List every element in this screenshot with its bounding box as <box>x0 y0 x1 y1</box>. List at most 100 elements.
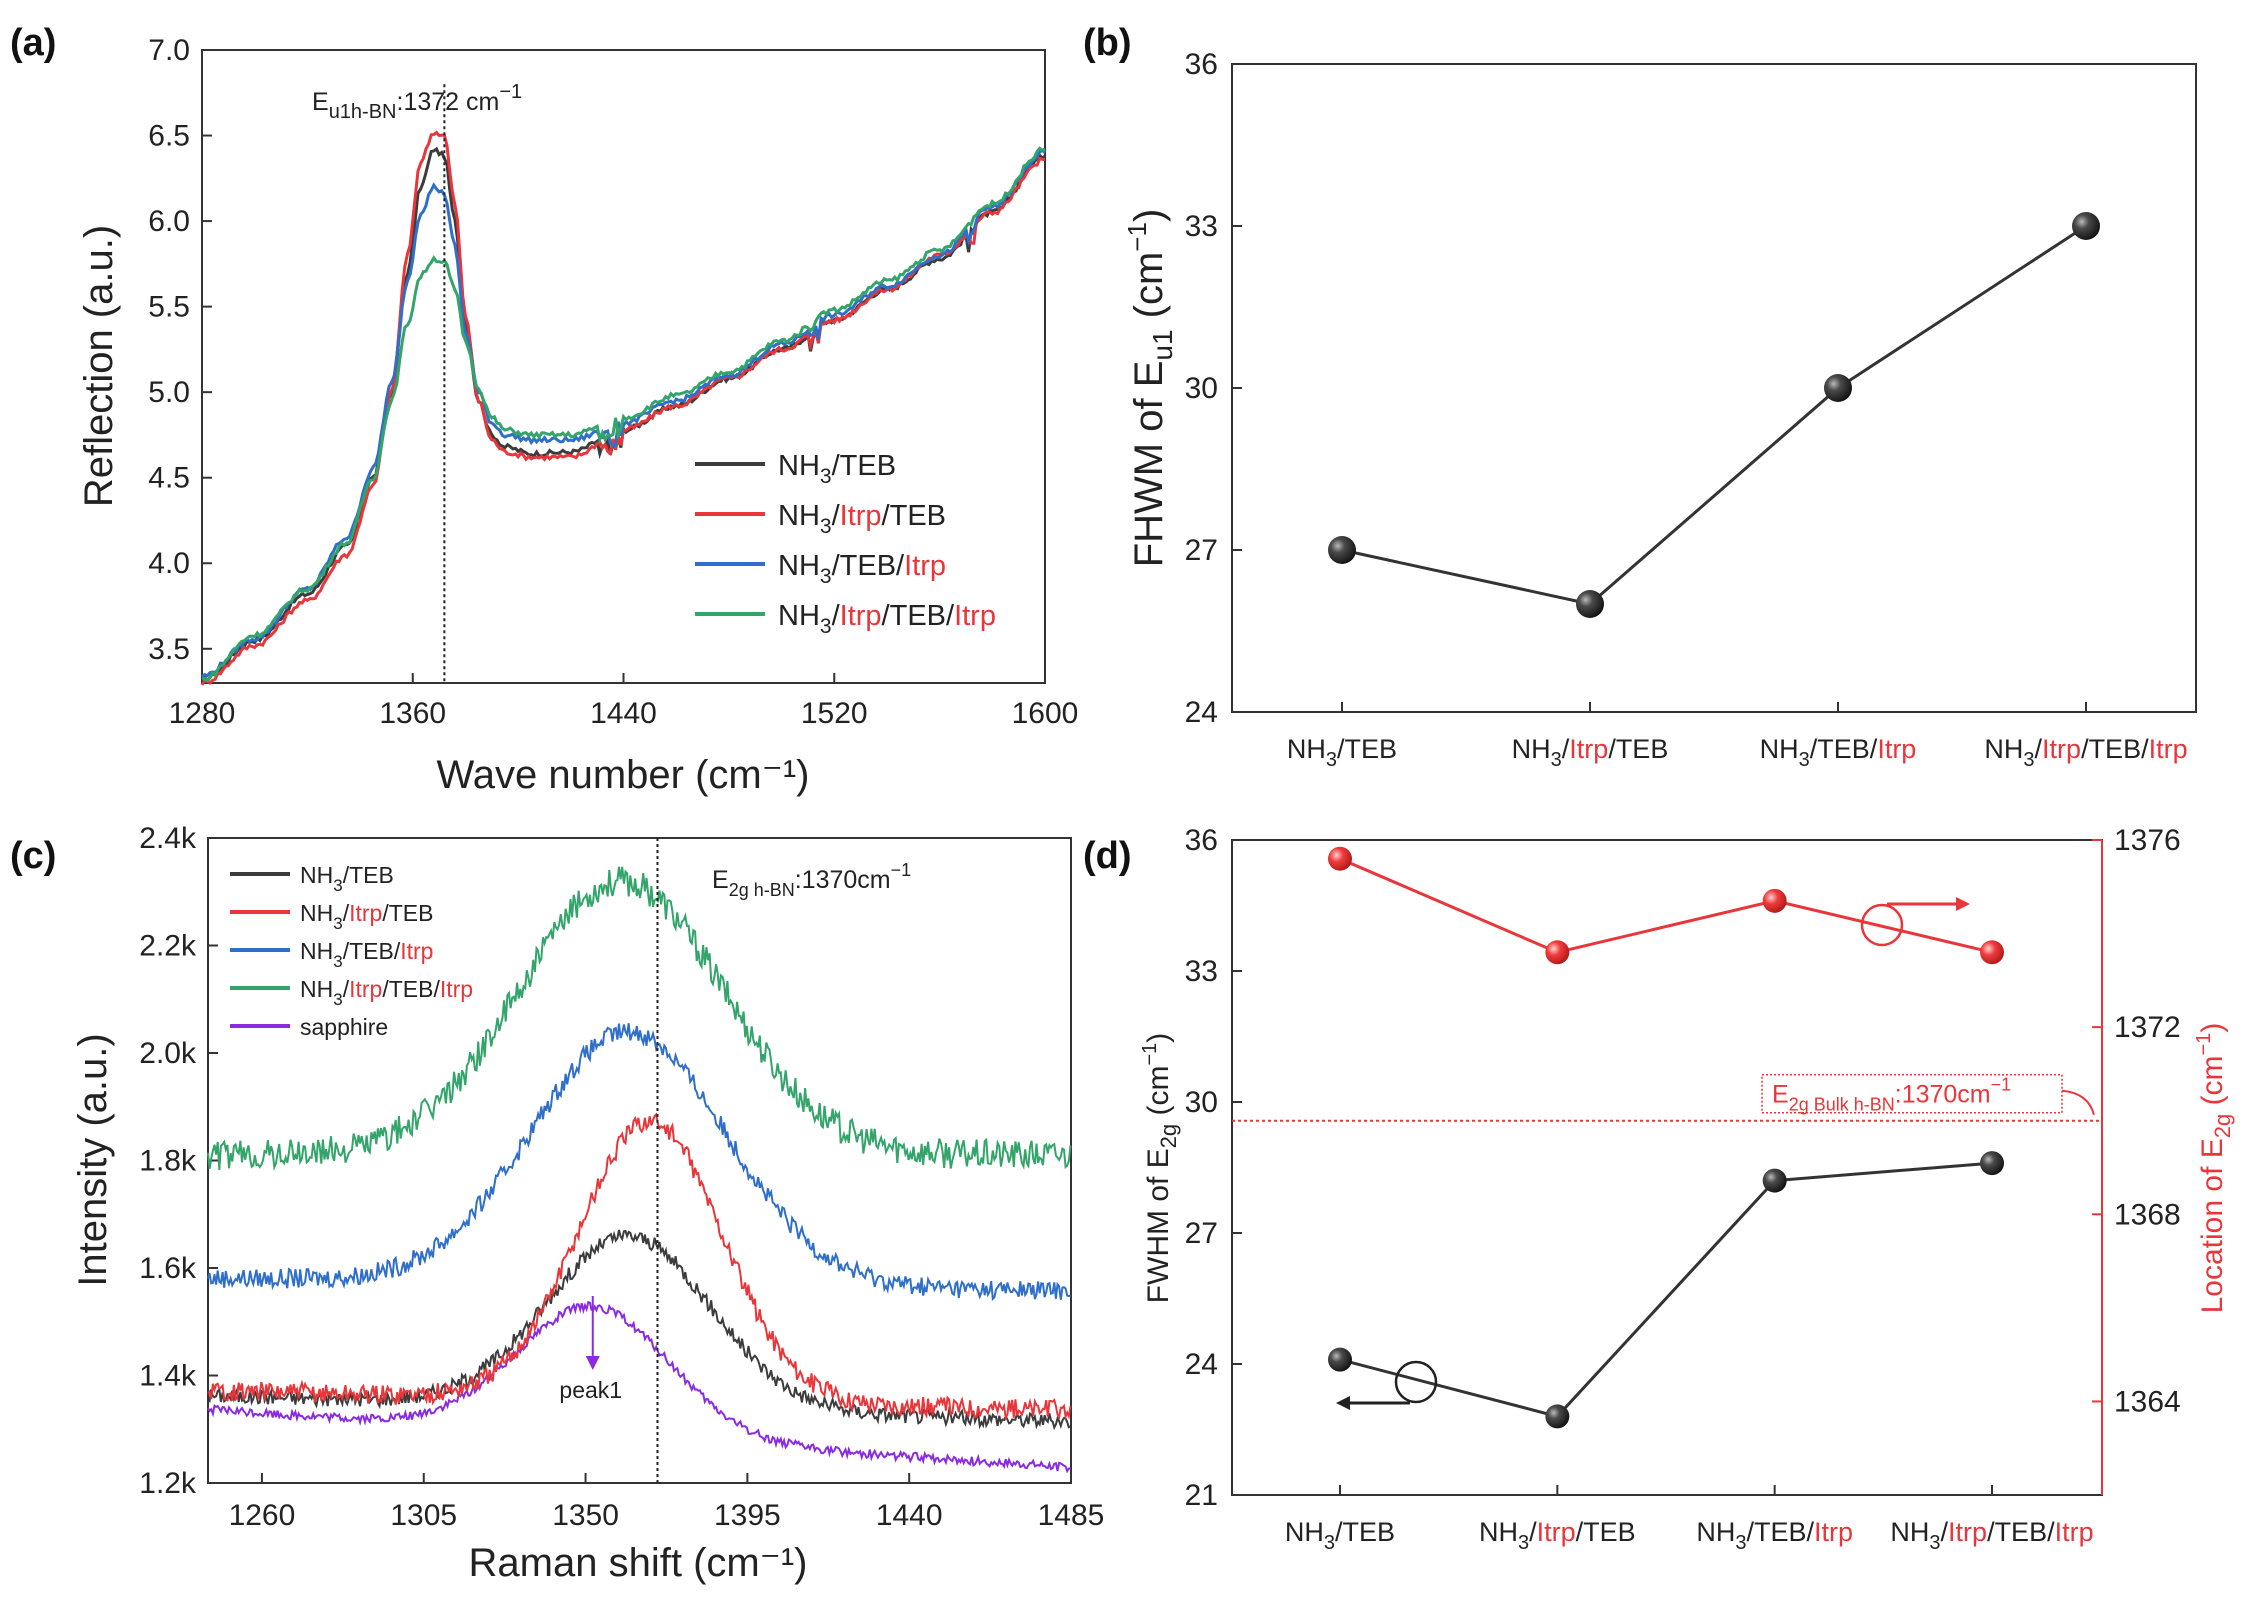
label-part: /TEB <box>343 862 394 888</box>
d-xtick-label-s4: NH3/Itrp/TEB/Itrp <box>1890 1517 2093 1554</box>
label-part: 3 <box>1735 1532 1746 1554</box>
label-part: / <box>2035 734 2043 764</box>
a-ytick-label: 7.0 <box>148 34 190 67</box>
annotation-part: E <box>712 866 729 894</box>
label-part: 3 <box>333 952 342 971</box>
c-ytick-label: 1.2k <box>139 1467 197 1500</box>
label-part: /TEB/ <box>1810 734 1878 764</box>
a-legend-label-s3: NH3/TEB/Itrp <box>778 550 946 588</box>
label-part: NH <box>300 976 333 1002</box>
d-ytick-label: 30 <box>1185 1086 1218 1119</box>
d-fwhm-point-s2 <box>1545 1404 1570 1429</box>
d-location-point-s4 <box>1980 940 2004 965</box>
annotation-part: −1 <box>1991 1075 2012 1095</box>
label-part: Itrp <box>904 550 946 582</box>
a-ytick-label: 6.0 <box>148 205 190 238</box>
c-legend-label-s3: NH3/TEB/Itrp <box>300 938 433 971</box>
c-legend-label-s4: NH3/Itrp/TEB/Itrp <box>300 976 473 1009</box>
d-location-point-s1 <box>1328 846 1352 871</box>
label-part: 3 <box>1551 749 1562 771</box>
a-ytick-label: 3.5 <box>148 633 190 666</box>
label-part: Itrp <box>1814 1517 1853 1547</box>
label-part: Itrp <box>440 976 473 1002</box>
b-xtick-label-s3: NH3/TEB/Itrp <box>1760 734 1917 771</box>
c-series-line-s3 <box>207 1023 1071 1302</box>
c-peak-annotation: E2g h-BN:1370cm−1 peak1 <box>559 838 911 1483</box>
label-part: 3 <box>1326 749 1337 771</box>
d-ytick-label: 33 <box>1185 955 1218 988</box>
label-part: /TEB/ <box>1746 1517 1814 1547</box>
d-y2label: Location of E2g (cm−1) <box>2193 1023 2235 1314</box>
c-xtick-label: 1305 <box>390 1499 457 1532</box>
a-xtick-label: 1360 <box>379 697 446 730</box>
annotation-part: −1 <box>891 860 912 880</box>
annotation-part: 2g h-BN <box>729 880 795 900</box>
b-point-s3 <box>1824 374 1852 402</box>
label-part: NH <box>1287 734 1326 764</box>
annotation-part: −1 <box>499 81 522 103</box>
label-part: Itrp <box>840 600 882 632</box>
label-part: /TEB <box>1337 734 1397 764</box>
label-part: / <box>1941 1517 1949 1547</box>
d-fwhm-point-s1 <box>1328 1347 1352 1372</box>
c-legend-label-s5: sapphire <box>300 1014 388 1040</box>
d-location-point-s2 <box>1545 940 1570 965</box>
d-reference-text: E2g Bulk h-BN:1370cm−1 <box>1772 1075 2011 1115</box>
label-part: / <box>832 600 841 632</box>
label-part: /TEB/ <box>343 938 401 964</box>
d-reference-box <box>1761 1073 2063 1114</box>
b-point-s4 <box>2072 212 2100 240</box>
d-left-arrow-head <box>1336 1396 1350 1410</box>
label-part: NH <box>1890 1517 1929 1547</box>
c-annotation-text: E2g h-BN:1370cm−1 <box>712 860 911 900</box>
label-part: / <box>343 900 350 926</box>
d-marks: E2g Bulk h-BN:1370cm−1 <box>1232 846 2102 1429</box>
label-part: / <box>832 500 841 532</box>
d-ytick-label: 36 <box>1185 824 1218 857</box>
label-part: NH <box>1285 1517 1324 1547</box>
label-part: Itrp <box>840 500 882 532</box>
label-part: Itrp <box>2149 734 2188 764</box>
label-part: /TEB <box>882 500 946 532</box>
label-part: NH <box>1760 734 1799 764</box>
label-part: NH <box>300 900 333 926</box>
label-part: NH <box>1696 1517 1735 1547</box>
label-part: 3 <box>2023 749 2034 771</box>
label-part: /TEB <box>1576 1517 1636 1547</box>
label-part: 3 <box>1324 1532 1335 1554</box>
a-xtick-label: 1520 <box>801 697 868 730</box>
b-ytick-label: 33 <box>1185 210 1218 243</box>
d-y2tick-label: 1368 <box>2114 1198 2181 1231</box>
label-part: 3 <box>820 565 832 588</box>
c-ylabel: Intensity (a.u.) <box>71 1033 115 1286</box>
c-series-group <box>207 866 1072 1474</box>
label-part: Itrp <box>1948 1517 1987 1547</box>
c-axes: 1260 1305 1350 1395 1440 1485 1.2k 1.4k 1.6k 1.8k… <box>139 822 1104 1532</box>
label-part: 3 <box>333 876 342 895</box>
a-ytick-label: 5.0 <box>148 376 190 409</box>
b-marks <box>1328 212 2100 618</box>
a-series-line-s3 <box>201 148 1046 679</box>
label-part: NH <box>778 500 820 532</box>
c-series-line-s5 <box>207 1300 1071 1474</box>
annotation-part: u1h-BN <box>329 101 397 123</box>
label-part: /TEB <box>832 450 896 482</box>
label-part: Itrp <box>349 976 382 1002</box>
c-ytick-label: 2.4k <box>139 822 197 855</box>
b-ytick-label: 27 <box>1185 534 1218 567</box>
label-part: /TEB <box>382 900 433 926</box>
annotation-part: E <box>312 88 329 116</box>
a-ytick-label: 4.5 <box>148 462 190 495</box>
annotation-part: E <box>1772 1081 1789 1109</box>
label-part: NH <box>778 550 820 582</box>
label-part: / <box>1529 1517 1537 1547</box>
c-ytick-label: 1.4k <box>139 1360 197 1393</box>
label-part: NH <box>300 938 333 964</box>
d-location-point-s3 <box>1762 888 1787 913</box>
c-ytick-label: 2.0k <box>139 1037 197 1070</box>
label-part: Itrp <box>349 900 382 926</box>
a-ytick-label: 6.5 <box>148 120 190 153</box>
